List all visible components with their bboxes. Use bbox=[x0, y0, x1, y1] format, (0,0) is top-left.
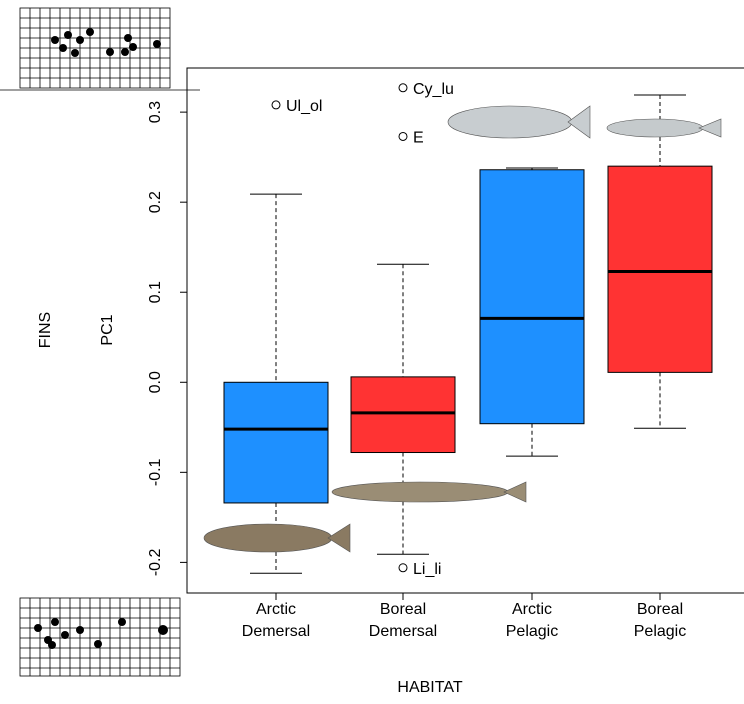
box bbox=[607, 165, 713, 373]
outlier-label: E bbox=[413, 129, 424, 146]
y-tick-label: 0.1 bbox=[147, 281, 164, 303]
outlier bbox=[398, 83, 408, 93]
box bbox=[223, 381, 329, 504]
box bbox=[479, 169, 585, 425]
x-tick-label: Boreal Pelagic bbox=[634, 601, 686, 640]
landmarks-top bbox=[51, 28, 161, 57]
x-tick-label: Arctic Demersal bbox=[242, 601, 310, 640]
x-tick-label-line: Boreal bbox=[380, 601, 426, 618]
plot-frame bbox=[186, 67, 744, 594]
outlier bbox=[398, 131, 408, 141]
x-tick-label: Arctic Pelagic bbox=[506, 601, 558, 640]
x-tick-label-line: Demersal bbox=[369, 623, 437, 640]
outlier bbox=[271, 100, 281, 110]
fish-tail bbox=[698, 118, 722, 138]
fish-illustration bbox=[606, 118, 704, 138]
deformation-grid-bottom bbox=[19, 597, 181, 677]
x-tick-label-line: Arctic bbox=[512, 601, 552, 618]
box bbox=[350, 376, 456, 454]
y-tick-label: 0.2 bbox=[147, 191, 164, 213]
outlier-label: Li_li bbox=[413, 561, 441, 578]
x-tick-label-line: Arctic bbox=[256, 601, 296, 618]
fish-tail bbox=[503, 481, 527, 503]
deformation-grid-top bbox=[19, 7, 171, 89]
y-axis-label: PC1 bbox=[99, 314, 116, 345]
x-tick-label-line: Pelagic bbox=[634, 623, 686, 640]
outlier bbox=[398, 563, 408, 573]
x-tick-label-line: Demersal bbox=[242, 623, 310, 640]
fish-tail bbox=[567, 105, 591, 139]
x-axis-label: HABITAT bbox=[397, 679, 462, 696]
x-tick-label: Boreal Demersal bbox=[369, 601, 437, 640]
fish-illustration bbox=[203, 523, 333, 553]
x-tick-label-line: Pelagic bbox=[506, 623, 558, 640]
fish-tail bbox=[327, 523, 351, 553]
side-label: FINS bbox=[37, 312, 54, 348]
y-tick-label: 0.3 bbox=[147, 101, 164, 123]
y-tick-label: -0.1 bbox=[147, 458, 164, 486]
fish-illustration bbox=[331, 481, 509, 503]
x-tick-label-line: Boreal bbox=[637, 601, 683, 618]
y-tick-label: -0.2 bbox=[147, 548, 164, 576]
y-tick-label: 0.0 bbox=[147, 371, 164, 393]
outlier-label: Cy_lu bbox=[413, 81, 454, 98]
landmarks-bottom bbox=[34, 618, 168, 649]
outlier-label: Ul_ol bbox=[286, 98, 322, 115]
fish-illustration bbox=[447, 105, 573, 139]
